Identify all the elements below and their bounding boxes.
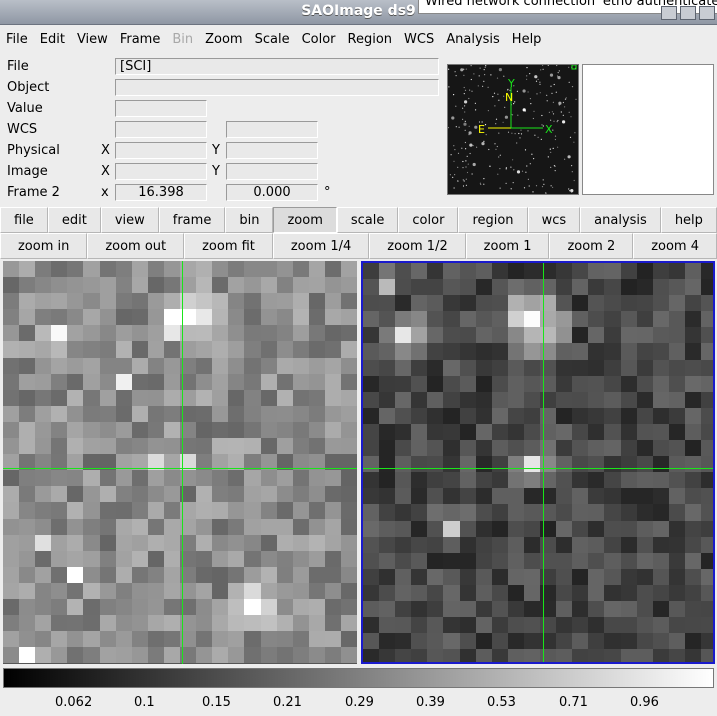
button-zoom-1[interactable]: zoom 1 — [465, 233, 550, 259]
image-label: Image — [7, 164, 48, 179]
panner-x-label: X — [545, 123, 553, 136]
physical-y-label: Y — [212, 143, 220, 158]
window-controls — [661, 6, 715, 20]
angle-field: 0.000 — [226, 184, 318, 201]
panner-view-box[interactable] — [571, 65, 577, 70]
object-label: Object — [7, 80, 50, 95]
button-region[interactable]: region — [458, 207, 528, 233]
button-zoom-fit[interactable]: zoom fit — [184, 233, 273, 259]
degree-symbol: ° — [324, 185, 331, 200]
image-frame-1[interactable] — [3, 261, 357, 664]
menu-wcs[interactable]: WCS — [404, 31, 435, 47]
colorbar-tick: 0.21 — [273, 695, 302, 710]
menu-analysis[interactable]: Analysis — [446, 31, 500, 47]
button-view[interactable]: view — [100, 207, 159, 233]
button-scale[interactable]: scale — [336, 207, 399, 233]
button-zoom-in[interactable]: zoom in — [0, 233, 88, 259]
frame-label: Frame 2 — [7, 185, 60, 200]
menu-edit[interactable]: Edit — [39, 31, 65, 47]
menu-zoom[interactable]: Zoom — [205, 31, 243, 47]
crosshair-vertical — [182, 261, 183, 664]
colorbar-tick: 0.1 — [134, 695, 155, 710]
object-field — [115, 79, 439, 96]
menu-view[interactable]: View — [76, 31, 108, 47]
crosshair-horizontal — [363, 468, 713, 469]
wcs-label: WCS — [7, 122, 38, 137]
button-zoom-4[interactable]: zoom 4 — [633, 233, 717, 259]
file-label: File — [7, 59, 29, 74]
colorbar-tick: 0.96 — [630, 695, 659, 710]
image-x-field — [115, 163, 207, 180]
colorbar-tick: 0.53 — [487, 695, 516, 710]
buttonbar-main: file edit view frame bin zoom scale colo… — [0, 207, 717, 233]
button-zoom-out[interactable]: zoom out — [87, 233, 185, 259]
button-edit[interactable]: edit — [47, 207, 101, 233]
north-label: N — [505, 91, 513, 104]
button-bin[interactable]: bin — [225, 207, 274, 233]
crosshair-horizontal — [3, 468, 357, 469]
menu-scale[interactable]: Scale — [254, 31, 290, 47]
button-wcs[interactable]: wcs — [527, 207, 581, 233]
image-y-label: Y — [212, 164, 220, 179]
zoom-x-label: x — [101, 185, 109, 200]
physical-x-field — [115, 142, 207, 159]
menu-region[interactable]: Region — [347, 31, 393, 47]
panner-compass: N E Y X — [478, 65, 577, 136]
colorbar-tick: 0.71 — [559, 695, 588, 710]
physical-x-label: X — [101, 143, 110, 158]
image-x-label: X — [101, 164, 110, 179]
physical-label: Physical — [7, 143, 60, 158]
button-file[interactable]: file — [0, 207, 48, 233]
image-y-field — [226, 163, 318, 180]
panner[interactable]: N E Y X — [447, 64, 579, 195]
button-analysis[interactable]: analysis — [580, 207, 661, 233]
buttonbar-zoom: zoom in zoom out zoom fit zoom 1/4 zoom … — [0, 233, 717, 259]
physical-y-field — [226, 142, 318, 159]
menu-frame[interactable]: Frame — [119, 31, 161, 47]
value-label: Value — [7, 101, 43, 116]
wcs-y-field — [226, 121, 318, 138]
button-color[interactable]: color — [398, 207, 459, 233]
magnifier — [582, 64, 714, 195]
close-icon[interactable] — [699, 6, 715, 20]
menu-help[interactable]: Help — [511, 31, 542, 47]
menubar: File Edit View Frame Bin Zoom Scale Colo… — [0, 26, 717, 52]
colorbar-ticks: 0.062 0.1 0.15 0.21 0.29 0.39 0.53 0.71 … — [0, 695, 717, 713]
wcs-x-field — [115, 121, 207, 138]
panner-starfield — [448, 65, 578, 194]
colorbar-tick: 0.29 — [345, 695, 374, 710]
info-panel: File [SCI] Object Value WCS Physical X Y… — [0, 55, 445, 205]
panner-y-label: Y — [507, 77, 515, 90]
button-frame[interactable]: frame — [158, 207, 226, 233]
window-title: SAOImage ds9 — [301, 3, 416, 19]
pixel-grid — [363, 263, 713, 662]
title-bar: SAOImage ds9 Wired network connection 'e… — [0, 0, 717, 25]
minimize-icon[interactable] — [661, 6, 677, 20]
colorbar[interactable] — [3, 668, 714, 688]
menu-color[interactable]: Color — [301, 31, 336, 47]
colorbar-tick: 0.062 — [55, 695, 93, 710]
colorbar-tick: 0.39 — [416, 695, 445, 710]
file-field: [SCI] — [115, 58, 439, 75]
zoom-field: 16.398 — [115, 184, 207, 201]
button-zoom-2[interactable]: zoom 2 — [549, 233, 634, 259]
maximize-icon[interactable] — [680, 6, 696, 20]
button-zoom[interactable]: zoom — [273, 207, 337, 233]
button-zoom-half[interactable]: zoom 1/2 — [369, 233, 466, 259]
colorbar-tick: 0.15 — [202, 695, 231, 710]
pixel-grid — [3, 261, 357, 664]
east-label: E — [478, 123, 485, 136]
button-help[interactable]: help — [660, 207, 717, 233]
menu-bin: Bin — [172, 31, 194, 47]
button-zoom-quarter[interactable]: zoom 1/4 — [272, 233, 370, 259]
value-field — [115, 100, 207, 117]
menu-file[interactable]: File — [6, 31, 28, 47]
crosshair-vertical — [543, 263, 544, 662]
network-notification[interactable]: Wired network connection 'eth0 authentic… — [418, 0, 717, 14]
image-frame-2-active[interactable] — [361, 261, 715, 664]
